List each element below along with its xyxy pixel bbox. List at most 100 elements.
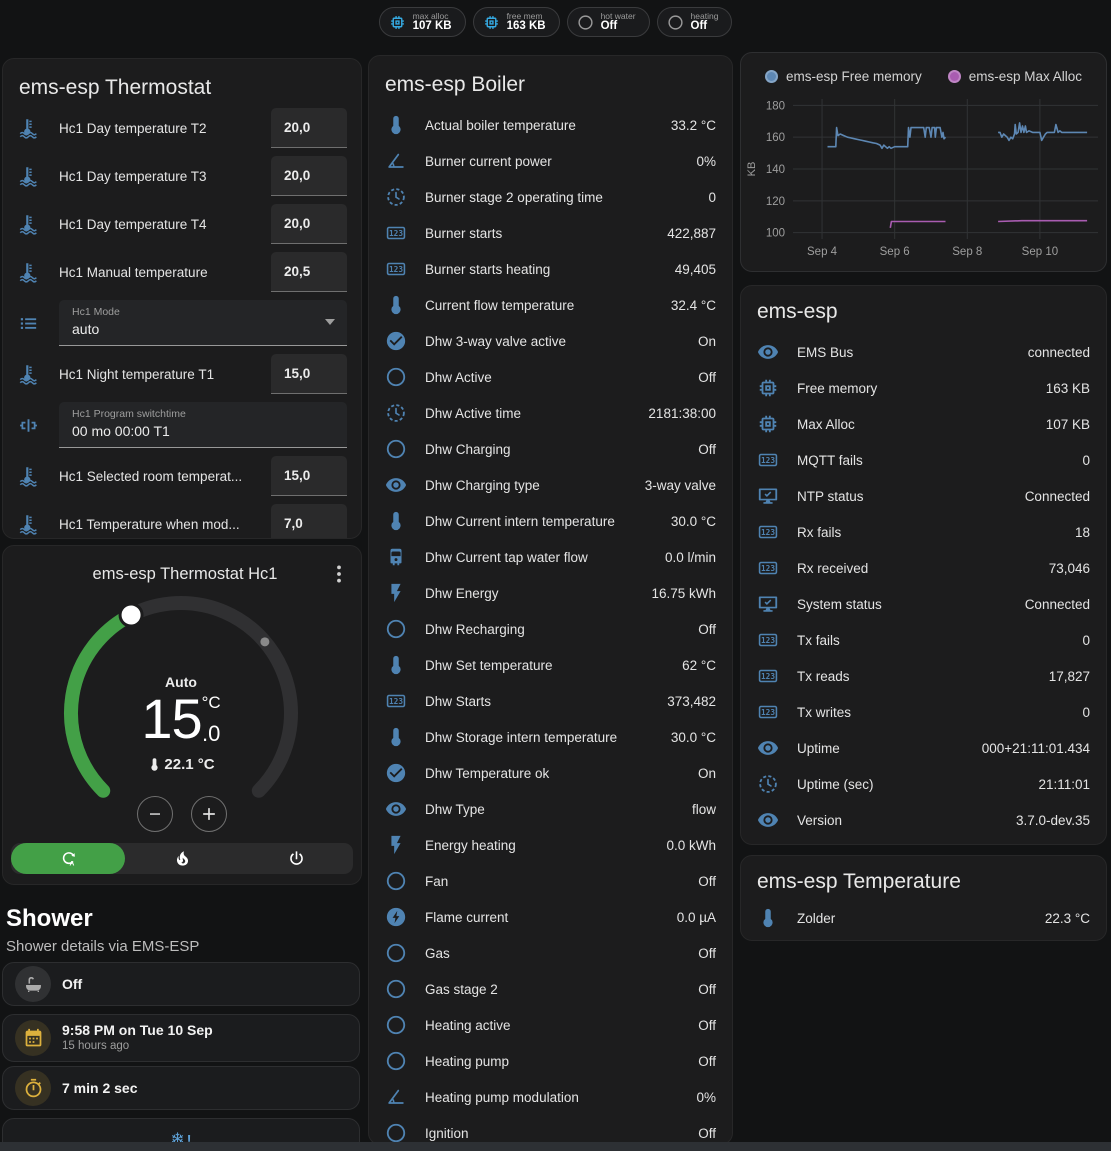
entity-row[interactable]: 123 Burner starts 422,887 [369, 215, 732, 251]
field-label: Hc1 Temperature when mod... [59, 516, 240, 532]
thermostat-dial[interactable] [56, 588, 306, 838]
entity-row[interactable]: Heating pump modulation 0% [369, 1079, 732, 1115]
entity-row[interactable]: Current flow temperature 32.4 °C [369, 287, 732, 323]
header-badge[interactable]: hot water Off [566, 7, 650, 37]
entity-row[interactable]: Dhw 3-way valve active On [369, 323, 732, 359]
mode-select[interactable]: Hc1 Mode auto [59, 300, 347, 346]
entity-label: Dhw Temperature ok [425, 765, 550, 781]
hvac-mode-thermostat-auto-button[interactable]: A [11, 843, 125, 874]
entity-row[interactable]: Uptime (sec) 21:11:01 [741, 766, 1106, 802]
bathtub-icon [23, 974, 44, 995]
entity-row[interactable]: 123 Tx writes 0 [741, 694, 1106, 730]
number-input[interactable]: 15,0 [271, 354, 347, 394]
badge-label: heating [690, 10, 719, 21]
text-input[interactable]: Hc1 Program switchtime 00 mo 00:00 T1 [59, 402, 347, 448]
entity-row[interactable]: Ignition Off [369, 1115, 732, 1144]
entity-row[interactable]: NTP status Connected [741, 478, 1106, 514]
field-label: Hc1 Mode [72, 306, 120, 318]
memory-history-chart[interactable]: 100 120 140 160 180 Sep 4 Sep 6 Sep 8 Sep 10 KB [741, 53, 1107, 272]
entity-row[interactable]: Gas Off [369, 935, 732, 971]
entity-row[interactable]: Dhw Current intern temperature 30.0 °C [369, 503, 732, 539]
entity-row[interactable]: Burner current power 0% [369, 143, 732, 179]
plus-icon [199, 804, 219, 824]
entity-row[interactable]: Dhw Storage intern temperature 30.0 °C [369, 719, 732, 755]
entity-row[interactable]: Dhw Active Off [369, 359, 732, 395]
entity-row[interactable]: 123 MQTT fails 0 [741, 442, 1106, 478]
thermostat-field-row: Hc1 Selected room temperat... 15,0 [3, 452, 361, 500]
shower-tile[interactable]: Off [2, 962, 360, 1006]
entity-row[interactable]: 123 Tx reads 17,827 [741, 658, 1106, 694]
entity-row[interactable]: Zolder 22.3 °C [741, 900, 1106, 936]
shower-tile[interactable]: 9:58 PM on Tue 10 Sep 15 hours ago [2, 1014, 360, 1062]
entity-row[interactable]: Energy heating 0.0 kWh [369, 827, 732, 863]
number-input[interactable]: 15,0 [271, 456, 347, 496]
boiler-card-title: ems-esp Boiler [385, 73, 526, 96]
entity-row[interactable]: Dhw Charging type 3-way valve [369, 467, 732, 503]
entity-label: Free memory [797, 380, 878, 396]
entity-row[interactable]: Dhw Energy 16.75 kWh [369, 575, 732, 611]
number-input[interactable]: 20,0 [271, 204, 347, 244]
hvac-mode-fire-button[interactable] [125, 843, 239, 874]
number-input[interactable]: 20,5 [271, 252, 347, 292]
circle-outline-icon [385, 1050, 407, 1072]
entity-row[interactable]: Dhw Temperature ok On [369, 755, 732, 791]
number-input[interactable]: 20,0 [271, 108, 347, 148]
svg-text:120: 120 [766, 196, 785, 208]
legend-dot-icon [764, 70, 778, 83]
entity-row[interactable]: 123 Rx received 73,046 [741, 550, 1106, 586]
header-badge[interactable]: max alloc 107 KB [378, 7, 466, 37]
number-input[interactable]: 7,0 [271, 504, 347, 538]
badge-value: 163 KB [506, 20, 546, 33]
entity-row[interactable]: 123 Rx fails 18 [741, 514, 1106, 550]
shower-section-title: Shower [6, 905, 93, 932]
entity-row[interactable]: Heating active Off [369, 1007, 732, 1043]
entity-row[interactable]: 123 Burner starts heating 49,405 [369, 251, 732, 287]
legend-item[interactable]: ems-esp Free memory [764, 69, 922, 84]
svg-text:123: 123 [761, 528, 775, 537]
entity-row[interactable]: Free memory 163 KB [741, 370, 1106, 406]
entity-row[interactable]: Burner stage 2 operating time 0 [369, 179, 732, 215]
entity-row[interactable]: Dhw Active time 2181:38:00 [369, 395, 732, 431]
entity-row[interactable]: Actual boiler temperature 33.2 °C [369, 107, 732, 143]
hvac-mode-bar: A [11, 843, 353, 874]
thermostat-field-row: Hc1 Day temperature T4 20,0 [3, 200, 361, 248]
entity-row[interactable]: Version 3.7.0-dev.35 [741, 802, 1106, 838]
entity-row[interactable]: Fan Off [369, 863, 732, 899]
header-badge[interactable]: free mem 163 KB [472, 7, 560, 37]
entity-row[interactable]: Dhw Current tap water flow 0.0 l/min [369, 539, 732, 575]
decrease-temp-button[interactable] [137, 796, 173, 832]
entity-row[interactable]: Dhw Recharging Off [369, 611, 732, 647]
entity-row[interactable]: Max Alloc 107 KB [741, 406, 1106, 442]
entity-value: 3.7.0-dev.35 [1015, 812, 1090, 828]
entity-row[interactable]: Dhw Type flow [369, 791, 732, 827]
entity-row[interactable]: System status Connected [741, 586, 1106, 622]
entity-label: Tx fails [797, 632, 840, 648]
header-badge[interactable]: heating Off [656, 7, 733, 37]
entity-row[interactable]: Flame current 0.0 µA [369, 899, 732, 935]
entity-label: Heating pump modulation [425, 1089, 579, 1105]
entity-row[interactable]: Gas stage 2 Off [369, 971, 732, 1007]
hvac-mode-power-button[interactable] [239, 843, 353, 874]
eye-icon [757, 737, 779, 759]
entity-row[interactable]: Dhw Set temperature 62 °C [369, 647, 732, 683]
number-input[interactable]: 20,0 [271, 156, 347, 196]
entity-row[interactable]: 123 Tx fails 0 [741, 622, 1106, 658]
entity-row[interactable]: Uptime 000+21:11:01.434 [741, 730, 1106, 766]
more-options-icon[interactable] [327, 562, 351, 586]
current-temp-marker [260, 637, 270, 647]
thermometer-icon [385, 726, 407, 748]
entity-row[interactable]: EMS Bus connected [741, 334, 1106, 370]
entity-row[interactable]: Dhw Charging Off [369, 431, 732, 467]
entity-label: Dhw Active [425, 369, 492, 385]
shower-tile[interactable]: 7 min 2 sec [2, 1066, 360, 1110]
entity-row[interactable]: Heating pump Off [369, 1043, 732, 1079]
chip-icon [483, 14, 500, 31]
svg-text:KB: KB [746, 162, 758, 177]
svg-text:!: ! [187, 1131, 192, 1147]
clock-icon [757, 773, 779, 795]
legend-item[interactable]: ems-esp Max Alloc [947, 69, 1082, 84]
increase-temp-button[interactable] [191, 796, 227, 832]
entity-row[interactable]: 123 Dhw Starts 373,482 [369, 683, 732, 719]
target-temp-knob[interactable] [118, 602, 144, 628]
monitor-check-icon [757, 485, 779, 507]
